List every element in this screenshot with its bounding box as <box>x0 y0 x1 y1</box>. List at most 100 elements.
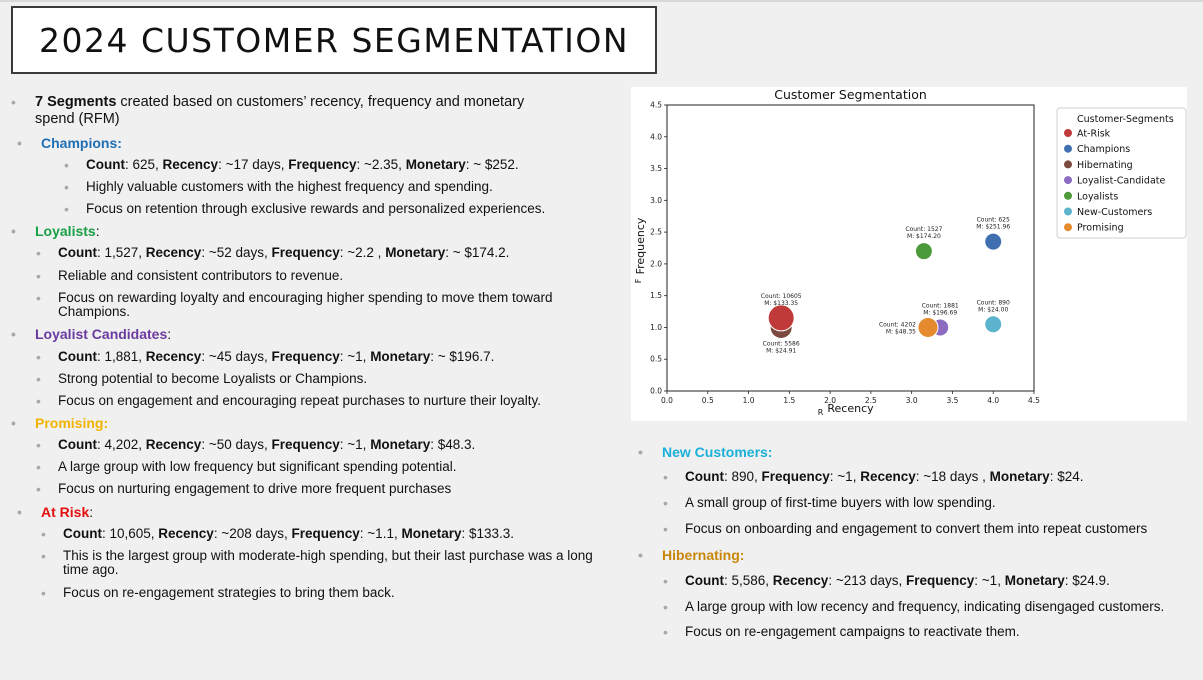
y-tick-label: 3.5 <box>650 164 662 173</box>
data-point <box>917 316 939 338</box>
hibernating-bullet: Focus on re-engagement campaigns to reac… <box>663 625 1020 640</box>
data-point <box>914 242 933 261</box>
y-axis-prefix: F <box>634 278 643 283</box>
candidates-stats: Count: 1,881, Recency: ~45 days, Frequen… <box>36 349 494 365</box>
hibernating-heading: Hibernating: <box>638 548 745 562</box>
segmentation-chart: Customer Segmentation 0.0 0.5 1.0 1.5 2.0 2.5 3… <box>631 87 1187 421</box>
stat-value: : ~208 days, <box>213 526 292 541</box>
hibernating-bullet: A large group with low recency and frequ… <box>663 600 1164 615</box>
stat-value: : $133.3. <box>461 526 515 541</box>
stat-label: Count <box>58 349 97 364</box>
y-tick-label: 0.5 <box>650 355 662 364</box>
champions-bullet: Highly valuable customers with the highe… <box>64 180 493 195</box>
y-axis-label: Frequency <box>634 217 647 274</box>
legend-marker <box>1064 129 1072 137</box>
candidates-bullet: Focus on engagement and encouraging repe… <box>36 394 541 409</box>
stat-value: : 890, <box>723 469 762 484</box>
y-tick-label: 0.0 <box>650 387 662 396</box>
legend-marker <box>1064 144 1072 153</box>
stat-value: : 10,605, <box>101 526 159 541</box>
data-label-count: Count: 1881 <box>922 302 959 309</box>
stat-label: Frequency <box>271 245 340 260</box>
legend-marker <box>1064 223 1072 232</box>
stat-label: Recency <box>860 469 916 484</box>
stat-value: : $48.3. <box>430 437 476 452</box>
at-risk-heading: At Risk: <box>17 504 94 520</box>
stat-label: Count <box>58 437 97 452</box>
y-tick-label: 4.5 <box>650 101 662 110</box>
data-point <box>984 232 1003 251</box>
data-label-count: Count: 5586 <box>763 340 800 347</box>
stat-value: : ~18 days , <box>915 469 990 484</box>
legend-title: Customer-Segments <box>1077 114 1174 125</box>
x-tick-label: 0.5 <box>702 396 714 405</box>
stat-label: Monetary <box>405 157 466 172</box>
legend-marker <box>1064 191 1072 200</box>
stat-label: Monetary <box>989 469 1050 484</box>
promising-stats: Count: 4,202, Recency: ~50 days, Frequen… <box>36 437 476 453</box>
x-tick-label: 0.0 <box>661 396 673 405</box>
stat-value: : ~ $252. <box>465 157 519 172</box>
loyalists-stats: Count: 1,527, Recency: ~52 days, Frequen… <box>36 245 509 261</box>
legend-label: At-Risk <box>1077 129 1111 140</box>
loyalists-heading: Loyalists: <box>11 224 99 238</box>
heading-colon: : <box>89 504 94 520</box>
stat-label: Count <box>58 245 97 260</box>
scatter-plot: Customer Segmentation 0.0 0.5 1.0 1.5 2.0 2.5 3… <box>634 87 1187 417</box>
at-risk-bullet: This is the largest group with moderate-… <box>41 549 593 577</box>
heading-colon: : <box>167 326 172 342</box>
legend-label: Champions <box>1077 144 1130 155</box>
y-tick-label: 3.0 <box>650 196 662 205</box>
stat-value: : ~1, <box>829 469 861 484</box>
stat-label: Frequency <box>271 349 340 364</box>
at-risk-heading-text: At Risk <box>41 504 90 520</box>
stat-label: Frequency <box>291 526 360 541</box>
stat-value: : ~1.1, <box>359 526 402 541</box>
stat-label: Count <box>86 157 125 172</box>
legend-label: Loyalists <box>1077 191 1118 202</box>
x-tick-label: 4.5 <box>1028 396 1040 405</box>
stat-value: : ~2.2 , <box>339 245 386 260</box>
stat-label: Monetary <box>401 526 462 541</box>
data-label-monetary: M: $174.20 <box>907 233 941 240</box>
stat-value: : ~2.35, <box>356 157 406 172</box>
legend-label: New-Customers <box>1077 207 1152 218</box>
x-axis-label: Recency <box>827 402 874 415</box>
y-tick-label: 1.0 <box>650 323 662 332</box>
champions-stats: Count: 625, Recency: ~17 days, Frequency… <box>64 157 519 173</box>
at-risk-bullet: Focus on re-engagement strategies to bri… <box>41 586 395 601</box>
x-tick-label: 3.5 <box>946 396 958 405</box>
data-label-monetary: M: $24.91 <box>766 347 796 354</box>
stat-label: Frequency <box>271 437 340 452</box>
stat-value: : ~52 days, <box>201 245 272 260</box>
loyalists-bullet: Focus on rewarding loyalty and encouragi… <box>36 291 588 319</box>
stat-value: : ~1, <box>339 437 371 452</box>
stat-label: Recency <box>145 437 202 452</box>
y-tick-label: 1.5 <box>650 291 662 300</box>
stat-value: : ~45 days, <box>201 349 272 364</box>
x-tick-label: 1.5 <box>783 396 795 405</box>
new-customers-stats: Count: 890, Frequency: ~1, Recency: ~18 … <box>663 469 1083 485</box>
y-tick-label: 4.0 <box>650 132 662 141</box>
legend-marker <box>1064 160 1072 169</box>
candidates-bullet: Strong potential to become Loyalists or … <box>36 372 367 387</box>
stat-label: Monetary <box>385 245 446 260</box>
stat-value: : ~1, <box>974 573 1005 588</box>
new-customers-bullet: A small group of first-time buyers with … <box>663 496 996 511</box>
stat-value: : $24.9. <box>1064 573 1110 588</box>
chart-title: Customer Segmentation <box>774 87 927 102</box>
new-customers-bullet: Focus on onboarding and engagement to co… <box>663 522 1147 537</box>
data-label-count: Count: 10605 <box>761 293 802 300</box>
data-point <box>767 304 795 332</box>
at-risk-stats: Count: 10,605, Recency: ~208 days, Frequ… <box>41 526 515 542</box>
y-tick-label: 2.0 <box>650 259 662 268</box>
x-tick-label: 2.5 <box>865 396 877 405</box>
new-customers-heading: New Customers: <box>638 445 773 459</box>
data-label-monetary: M: $48.35 <box>886 328 916 335</box>
title-box: 2024 CUSTOMER SEGMENTATION <box>11 6 657 74</box>
stat-label: Frequency <box>906 573 975 588</box>
stat-value: : 5,586, <box>723 573 773 588</box>
candidates-heading: Loyalist Candidates: <box>11 326 172 342</box>
y-tick-label: 2.5 <box>650 228 662 237</box>
intro-bullet: 7 Segments created based on customers’ r… <box>11 94 555 128</box>
